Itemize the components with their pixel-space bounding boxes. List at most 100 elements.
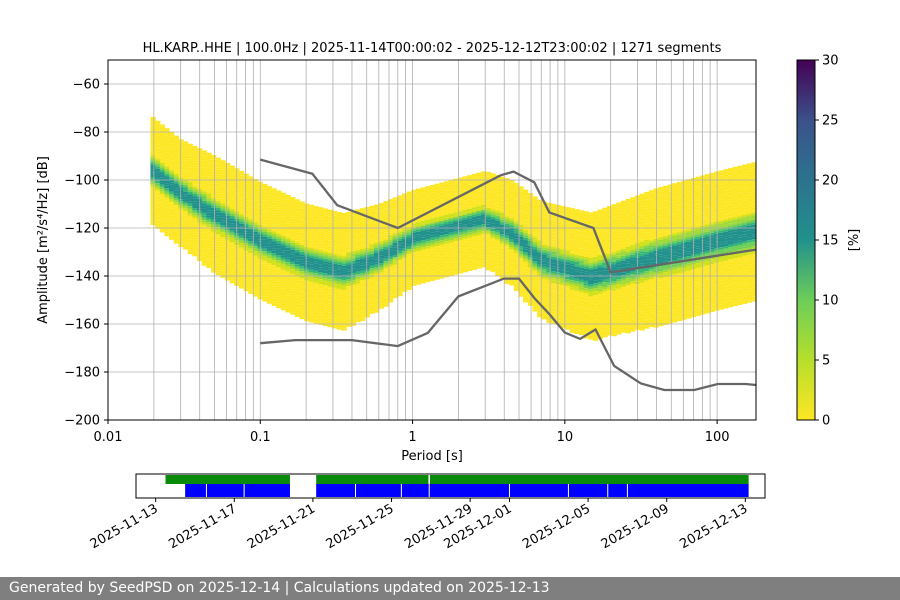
density-cell (155, 142, 161, 145)
density-cell (518, 248, 524, 252)
density-cell (206, 181, 212, 184)
density-cell (415, 193, 422, 196)
density-cell (606, 280, 613, 283)
density-cell (290, 199, 296, 202)
density-cell (155, 185, 161, 188)
density-cell (383, 265, 389, 269)
density-cell (341, 236, 347, 240)
density-cell (625, 280, 631, 283)
density-cell (616, 231, 622, 234)
density-cell (434, 217, 440, 220)
density-cell (401, 284, 408, 288)
density-cell (513, 278, 520, 282)
density-cell (401, 198, 408, 201)
density-cell (523, 273, 529, 277)
density-cell (266, 210, 273, 213)
density-cell (192, 225, 198, 228)
density-cell (271, 207, 277, 210)
density-cell (318, 228, 324, 232)
density-cell (159, 143, 166, 147)
density-cell (238, 283, 245, 287)
density-cell (211, 258, 217, 261)
density-cell (537, 221, 543, 224)
density-cell (229, 266, 235, 269)
density-cell (537, 226, 543, 229)
density-cell (555, 286, 561, 289)
density-cell (187, 232, 193, 235)
density-cell (220, 265, 226, 269)
density-cell (597, 221, 603, 224)
density-cell (294, 228, 301, 231)
density-cell (211, 190, 217, 194)
density-cell (448, 240, 454, 243)
density-cell (537, 314, 543, 318)
density-cell (206, 217, 212, 220)
density-cell (290, 216, 296, 219)
density-cell (467, 199, 473, 202)
density-cell (322, 222, 329, 226)
density-cell (527, 269, 534, 273)
density-cell (467, 225, 473, 228)
density-cell (183, 182, 189, 185)
density-cell (616, 243, 622, 246)
density-cell (243, 276, 249, 280)
density-cell (606, 253, 613, 257)
density-cell (290, 204, 296, 207)
density-cell (453, 200, 459, 203)
density-cell (318, 214, 324, 217)
density-cell (248, 205, 254, 208)
density-cell (150, 215, 156, 218)
density-cell (388, 283, 394, 286)
density-cell (644, 213, 650, 216)
density-cell (415, 258, 422, 261)
density-cell (443, 246, 450, 249)
density-cell (639, 203, 645, 206)
density-cell (374, 211, 380, 215)
density-cell (620, 212, 627, 216)
density-cell (527, 202, 534, 206)
density-cell (499, 260, 506, 264)
density-cell (555, 276, 561, 280)
density-cell (630, 329, 636, 332)
density-cell (262, 265, 268, 268)
density-cell (224, 230, 231, 233)
density-cell (546, 267, 552, 271)
density-cell (527, 293, 534, 297)
density-cell (429, 184, 436, 188)
density-cell (169, 141, 175, 144)
density-cell (551, 239, 557, 243)
density-cell (569, 227, 575, 230)
density-cell (639, 320, 645, 324)
density-cell (569, 272, 575, 276)
density-cell (150, 217, 156, 221)
density-cell (513, 247, 520, 251)
density-cell (350, 234, 357, 237)
density-cell (220, 263, 226, 266)
density-cell (411, 257, 417, 260)
density-cell (565, 243, 571, 246)
density-cell (434, 231, 440, 235)
density-cell (346, 302, 352, 306)
density-cell (322, 318, 329, 322)
density-cell (285, 269, 291, 272)
density-cell (169, 134, 175, 137)
density-cell (453, 181, 459, 184)
density-cell (360, 246, 366, 249)
density-cell (513, 221, 520, 224)
density-cell (355, 274, 361, 277)
density-cell (555, 233, 561, 237)
density-cell (592, 216, 599, 219)
density-cell (639, 256, 645, 259)
density-cell (220, 227, 226, 230)
density-cell (364, 252, 370, 256)
density-cell (173, 197, 179, 201)
density-cell (499, 241, 506, 244)
density-cell (285, 295, 291, 299)
density-cell (597, 216, 603, 220)
density-cell (606, 251, 613, 254)
density-cell (490, 245, 496, 248)
density-cell (625, 330, 631, 334)
density-cell (485, 255, 492, 259)
density-cell (173, 200, 179, 203)
density-cell (252, 282, 259, 285)
